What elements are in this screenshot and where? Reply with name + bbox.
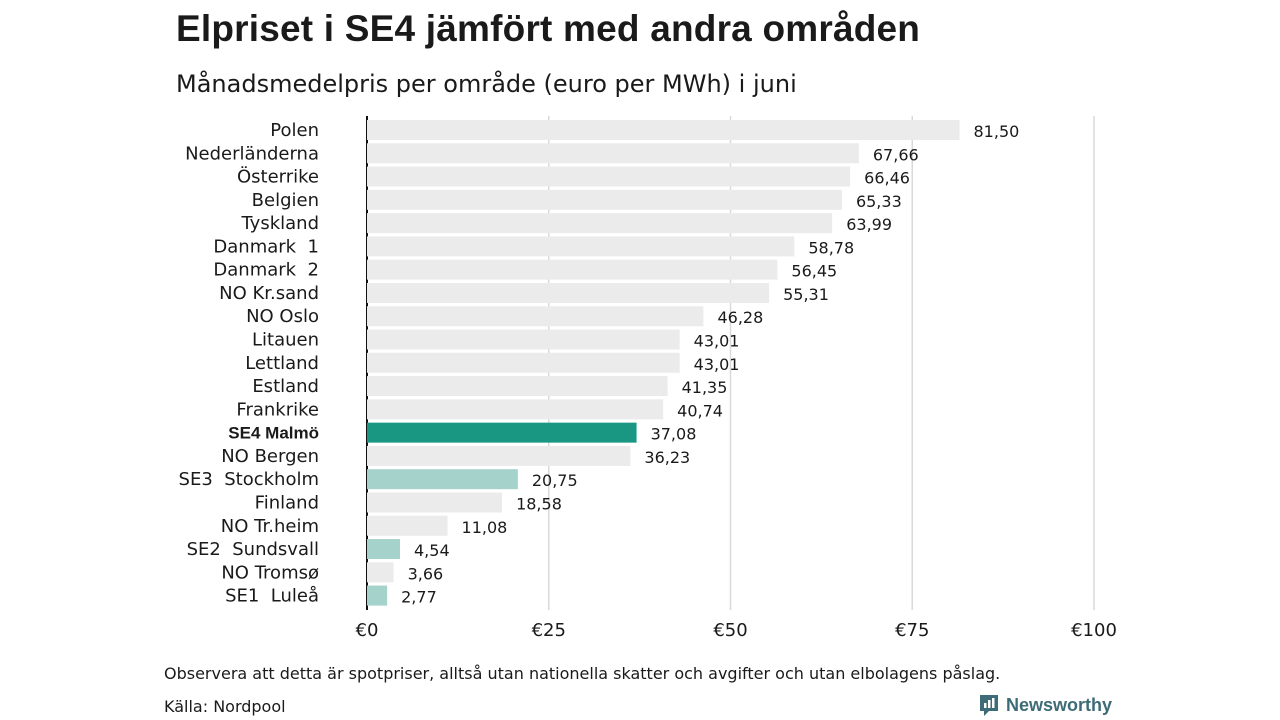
category-label: Litauen (252, 330, 319, 351)
bar (367, 422, 637, 443)
bar (367, 120, 960, 140)
category-label: SE2 Sundsvall (187, 539, 319, 560)
bar (367, 562, 394, 583)
category-label: Danmark 2 (213, 260, 319, 281)
category-label: Lettland (245, 353, 319, 374)
category-label: SE3 Stockholm (179, 469, 319, 490)
value-label: 36,23 (644, 448, 690, 467)
x-tick-label: €75 (895, 620, 929, 641)
chart-title: Elpriset i SE4 jämfört med andra områden (176, 8, 921, 49)
bar (367, 376, 668, 397)
x-tick-label: €0 (356, 620, 379, 641)
value-label: 41,35 (682, 378, 728, 397)
value-label: 55,31 (783, 285, 829, 304)
category-label: NO Kr.sand (219, 283, 319, 304)
bar (367, 399, 664, 420)
value-label: 58,78 (808, 238, 854, 257)
category-label: Finland (255, 492, 319, 513)
bar (367, 539, 401, 560)
category-label: Estland (252, 376, 319, 397)
x-tick-label: €25 (532, 620, 566, 641)
bar (367, 469, 518, 490)
bar (367, 166, 851, 187)
category-label: NO Oslo (246, 306, 319, 327)
chart-subtitle: Månadsmedelpris per område (euro per MWh… (176, 70, 797, 98)
bar (367, 306, 704, 327)
value-label: 2,77 (401, 588, 437, 607)
source-text: Källa: Nordpool (164, 697, 286, 716)
bar (367, 213, 833, 234)
bar (367, 585, 388, 606)
category-label: NO Tromsø (221, 562, 319, 583)
value-label: 43,01 (694, 332, 740, 351)
bars (367, 120, 960, 606)
category-label: Belgien (252, 190, 319, 211)
brand-name: Newsworthy (1006, 694, 1113, 715)
bar (367, 282, 770, 303)
category-label: Frankrike (236, 399, 319, 420)
value-label: 4,54 (414, 541, 450, 560)
category-label: Danmark 1 (213, 236, 319, 257)
value-labels: 81,50 67,66 66,46 65,33 63,99 58,78 56,45 55,31… (401, 122, 1019, 607)
category-label: Tyskland (240, 213, 319, 234)
value-label: 40,74 (677, 401, 723, 420)
x-axis-ticks: €0 €25 €50 €75 €100 (356, 620, 1117, 641)
value-label: 11,08 (462, 518, 508, 537)
newsworthy-icon (980, 695, 998, 716)
value-label: 18,58 (516, 494, 562, 513)
value-label: 43,01 (694, 355, 740, 374)
x-tick-label: €50 (713, 620, 747, 641)
value-label: 56,45 (791, 262, 837, 281)
bar (367, 492, 503, 513)
category-labels: PolenNederländernaÖsterrikeBelgienTyskla… (179, 120, 319, 607)
category-label: Polen (270, 120, 319, 141)
value-label: 63,99 (846, 215, 892, 234)
value-label: 81,50 (974, 122, 1020, 141)
value-label: 66,46 (864, 169, 910, 188)
category-label: Nederländerna (185, 143, 319, 164)
value-label: 67,66 (873, 145, 919, 164)
bar (367, 259, 778, 280)
bar (367, 143, 859, 164)
value-label: 65,33 (856, 192, 902, 211)
value-label: 20,75 (532, 471, 578, 490)
value-label: 37,08 (651, 425, 697, 444)
bar (367, 329, 680, 350)
category-label: NO Tr.heim (221, 516, 319, 537)
bar (367, 445, 631, 466)
bar (367, 236, 795, 257)
value-label: 46,28 (717, 308, 763, 327)
category-label: SE4 Malmö (228, 424, 319, 443)
category-label: SE1 Luleå (225, 586, 319, 607)
value-label: 3,66 (408, 564, 444, 583)
bar (367, 189, 842, 210)
category-label: NO Bergen (221, 446, 319, 467)
x-tick-label: €100 (1071, 620, 1117, 641)
bar (367, 352, 680, 373)
bar (367, 515, 448, 536)
brand-logo: Newsworthy (978, 693, 1112, 717)
category-label: Österrike (237, 166, 319, 188)
bar-chart: PolenNederländernaÖsterrikeBelgienTyskla… (179, 116, 1117, 641)
footnote: Observera att detta är spotpriser, allts… (164, 664, 1001, 683)
